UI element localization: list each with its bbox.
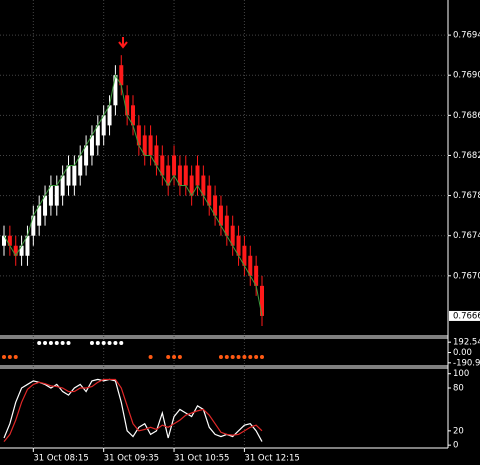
candle-body xyxy=(230,225,235,246)
y-tick-label: 0.7694 xyxy=(453,31,480,41)
signal-dot xyxy=(54,341,59,345)
candle-body xyxy=(7,235,12,246)
candle-body xyxy=(25,235,30,256)
y-tick-label: 80 xyxy=(453,384,464,394)
candle-body xyxy=(213,195,218,216)
candle-body xyxy=(183,165,188,186)
candle-body xyxy=(131,105,135,126)
y-tick-label: 0.7682 xyxy=(453,151,480,161)
candle-body xyxy=(160,155,165,176)
candle-body xyxy=(13,245,18,256)
oscillator-line xyxy=(3,378,263,442)
candle-body xyxy=(148,135,153,156)
signal-dot xyxy=(224,355,229,359)
signal-dot xyxy=(95,341,100,345)
candle-body xyxy=(224,215,229,236)
x-tick-label: 31 Oct 08:15 xyxy=(33,454,88,464)
candle-body xyxy=(107,105,112,126)
candle-body xyxy=(78,155,83,176)
y-tick-label: -190.97 xyxy=(453,358,480,368)
signal-dot xyxy=(113,341,118,345)
signal-dot xyxy=(218,355,223,359)
signal-dot xyxy=(48,341,53,345)
candle-body xyxy=(89,135,94,156)
candle-body xyxy=(66,165,71,186)
y-tick-label: 0.00 xyxy=(453,348,472,358)
candle-body xyxy=(142,135,147,156)
signal-dot xyxy=(177,355,182,359)
y-tick-label: 0.7690 xyxy=(453,71,480,81)
candle-body xyxy=(2,235,6,246)
signal-dot xyxy=(260,355,264,359)
signal-dot xyxy=(230,355,235,359)
x-tick-label: 31 Oct 12:15 xyxy=(244,454,299,464)
signal-dot xyxy=(172,355,177,359)
current-price-label: 0.7666 xyxy=(453,311,480,321)
candle-body xyxy=(95,125,100,146)
candle-body xyxy=(19,245,24,256)
signal-dot xyxy=(7,355,12,359)
signal-dot xyxy=(43,341,48,345)
signal-dot xyxy=(2,355,6,359)
candle-body xyxy=(48,185,53,206)
candle-body xyxy=(31,215,36,236)
signal-dot xyxy=(60,341,65,345)
signal-dot xyxy=(13,355,18,359)
signal-dot xyxy=(119,341,124,345)
candle-body xyxy=(43,195,48,216)
candle-body xyxy=(54,185,59,206)
candle-body xyxy=(37,205,42,226)
y-tick-label: 0.7670 xyxy=(453,271,480,281)
y-tick-label: 20 xyxy=(453,426,464,436)
signal-dot xyxy=(242,355,247,359)
signal-arrow xyxy=(118,37,128,49)
candle-body xyxy=(195,165,200,186)
candle-body xyxy=(189,175,194,196)
signal-dot xyxy=(89,341,94,345)
candle-body xyxy=(136,125,141,146)
y-tick-label: 0.7674 xyxy=(453,231,480,241)
x-tick-label: 31 Oct 10:55 xyxy=(174,454,229,464)
signal-dot xyxy=(236,355,241,359)
signal-dot xyxy=(254,355,259,359)
candle-body xyxy=(201,175,206,196)
price-line xyxy=(3,73,263,317)
candle-body xyxy=(260,285,264,316)
candle-body xyxy=(101,115,106,136)
candle-body xyxy=(248,255,253,276)
y-tick-label: 192.545 xyxy=(453,338,480,348)
candle-body xyxy=(254,265,259,286)
signal-dot xyxy=(166,355,171,359)
candle-body xyxy=(84,145,89,166)
signal-dot xyxy=(107,341,112,345)
candle-body xyxy=(207,185,212,206)
candle-body xyxy=(154,145,159,166)
candle-body xyxy=(119,65,124,86)
signal-dot xyxy=(101,341,106,345)
candle-body xyxy=(60,175,65,196)
candle-body xyxy=(236,235,241,256)
candle-body xyxy=(172,155,177,176)
oscillator-line xyxy=(3,378,263,442)
x-tick-label: 31 Oct 09:35 xyxy=(104,454,159,464)
candle-body xyxy=(242,245,247,266)
candle-body xyxy=(125,95,130,116)
candle-body xyxy=(218,205,223,226)
y-tick-label: 0.7686 xyxy=(453,111,480,121)
candle-body xyxy=(113,75,118,106)
candle-body xyxy=(166,165,171,186)
current-price-box xyxy=(449,310,480,321)
candle-body xyxy=(177,165,182,186)
signal-dot xyxy=(148,355,153,359)
signal-dot xyxy=(37,341,42,345)
candle-body xyxy=(72,165,77,186)
y-tick-label: 0 xyxy=(453,441,458,451)
signal-dot xyxy=(248,355,253,359)
y-tick-label: 0.7678 xyxy=(453,191,480,201)
signal-dot xyxy=(66,341,71,345)
y-tick-label: 100 xyxy=(453,369,469,379)
